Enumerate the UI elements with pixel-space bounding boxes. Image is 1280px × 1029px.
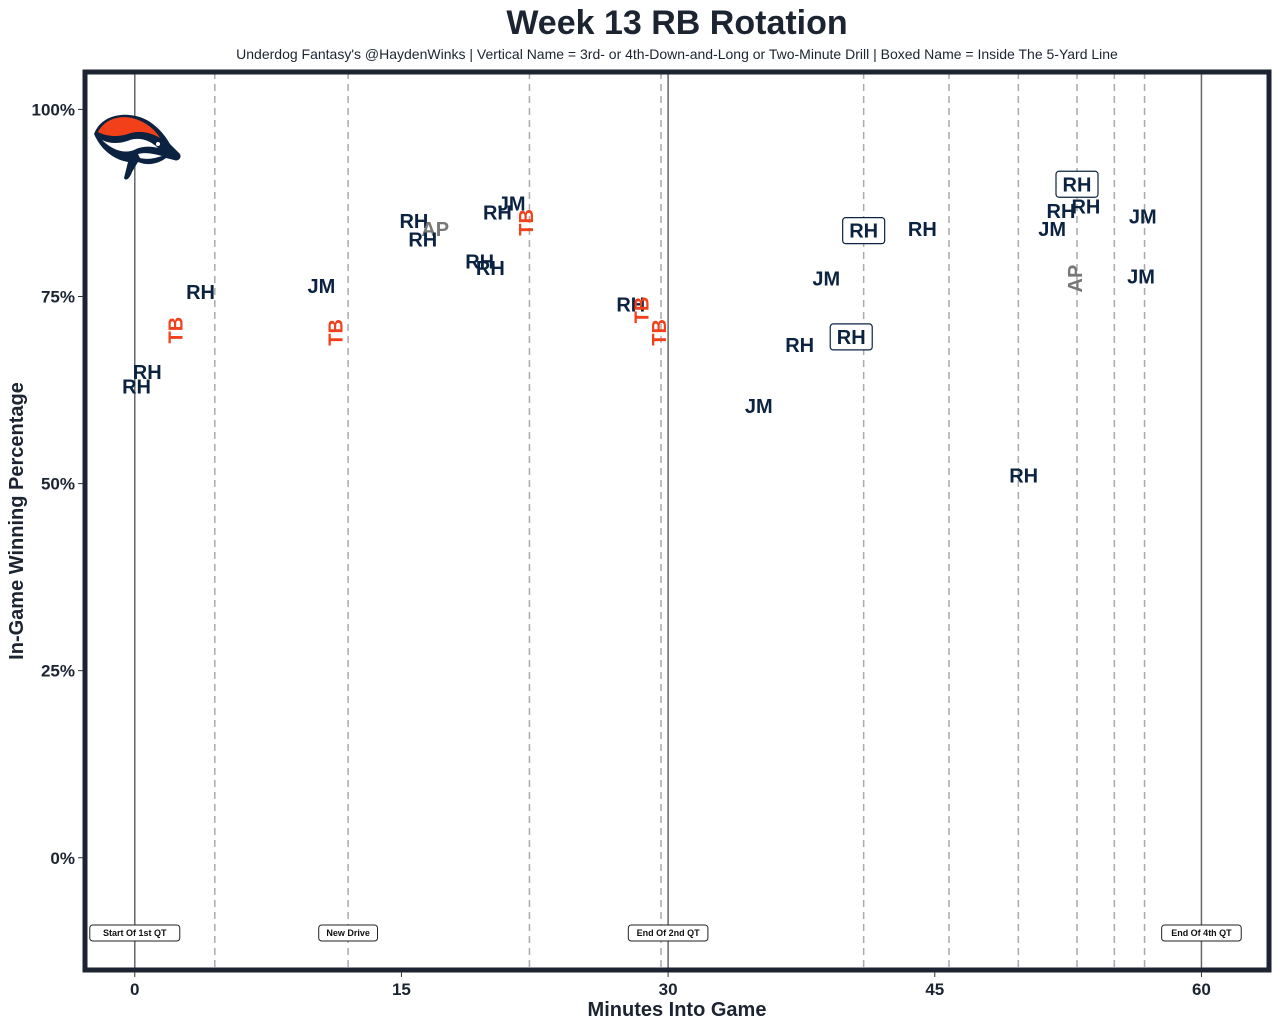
x-tick-label: 15: [392, 980, 411, 999]
x-tick-label: 30: [659, 980, 678, 999]
point-jm: JM: [812, 269, 840, 291]
game-event-annotations: Start Of 1st QT New Drive End Of 2nd QT End…: [89, 924, 1242, 942]
point-ap: AP: [421, 219, 449, 241]
point-rh: RH: [133, 362, 162, 384]
x-tick-label: 45: [925, 980, 944, 999]
y-tick-label: 75%: [41, 288, 75, 307]
broncos-horse-head-logo-icon: [94, 114, 181, 180]
chart-title: Week 13 RB Rotation: [506, 4, 847, 42]
goal-line-box: [829, 323, 873, 351]
x-tick-label: 0: [130, 980, 139, 999]
goal-line-box: [842, 217, 886, 245]
point-rh: RH: [785, 335, 814, 357]
goal-line-box: [1055, 170, 1099, 198]
point-rh: RH: [186, 282, 215, 304]
point-tb: TB: [649, 319, 671, 346]
x-axis-label: Minutes Into Game: [588, 999, 767, 1021]
annotation-label: Start Of 1st QT: [103, 928, 167, 938]
point-jm: JM: [498, 194, 526, 216]
annotation-label: New Drive: [326, 928, 370, 938]
y-tick-label: 100%: [32, 100, 75, 119]
annotation-box: [627, 924, 709, 942]
vertical-reference-lines: [134, 72, 1203, 970]
point-rh: RH: [1063, 174, 1092, 196]
team-logo: [94, 114, 181, 180]
point-rh: RH: [849, 221, 878, 243]
point-jm: JM: [308, 276, 336, 298]
point-rh: RH: [408, 230, 437, 252]
point-rh: RH: [1009, 465, 1038, 487]
annotation-label: End Of 2nd QT: [637, 928, 700, 938]
y-axis-label: In-Game Winning Percentage: [6, 382, 28, 660]
point-rh: RH: [476, 258, 505, 280]
y-tick-label: 0%: [50, 849, 75, 868]
annotation-label: End Of 4th QT: [1171, 928, 1232, 938]
plot-frame: [82, 69, 1272, 973]
point-rh: RH: [1047, 201, 1076, 223]
point-jm: JM: [745, 396, 773, 418]
point-tb: TB: [326, 319, 348, 346]
point-rh: RH: [837, 327, 866, 349]
annotation-box: [89, 924, 181, 942]
x-axis-ticks: 0 15 30 45 60: [130, 972, 1211, 999]
point-tb: TB: [631, 297, 653, 324]
point-jm: JM: [1038, 219, 1066, 241]
annotation-box: [318, 924, 379, 942]
point-rh: RH: [122, 376, 151, 398]
point-tb: TB: [166, 317, 188, 344]
annotation-box: [1161, 924, 1242, 942]
point-rh: RH: [465, 251, 494, 273]
point-jm: JM: [1129, 206, 1157, 228]
y-axis-ticks: 0% 25% 50% 75% 100%: [32, 100, 83, 868]
point-rh: RH: [908, 219, 937, 241]
point-rh: RH: [1071, 197, 1100, 219]
x-tick-label: 60: [1192, 980, 1211, 999]
point-ap: AP: [1065, 265, 1087, 293]
chart-subtitle: Underdog Fantasy's @HaydenWinks | Vertic…: [236, 46, 1118, 62]
point-jm: JM: [1127, 266, 1155, 288]
point-tb: TB: [516, 209, 538, 236]
y-tick-label: 25%: [41, 662, 75, 681]
point-rh: RH: [399, 211, 428, 233]
point-rh: RH: [483, 203, 512, 225]
point-rh: RH: [616, 295, 645, 317]
y-tick-label: 50%: [41, 475, 75, 494]
